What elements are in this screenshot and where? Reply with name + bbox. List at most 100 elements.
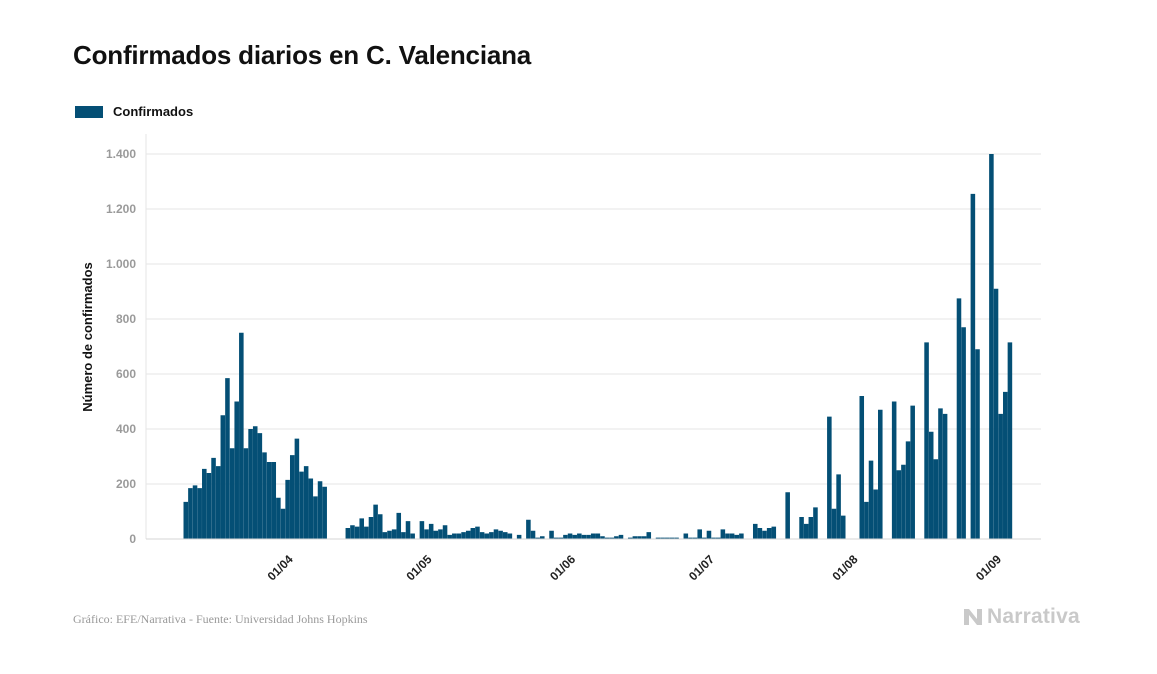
bar [674,537,679,540]
bar [243,448,249,539]
y-tick-label: 0 [129,532,136,546]
x-tick-label: 01/06 [547,552,578,583]
bar [762,530,767,539]
y-tick-label: 1.000 [106,257,136,271]
bar [660,537,665,540]
bar [956,298,962,540]
x-tick-label: 01/08 [829,552,860,583]
brand-name: Narrativa [987,605,1080,628]
bar [285,479,290,540]
bar [771,526,777,540]
bar [567,533,573,539]
bar [604,537,610,540]
bar [590,533,596,539]
bar [942,413,948,540]
bar [229,448,235,539]
bar [729,533,735,539]
bar [299,471,304,540]
bar [665,537,670,540]
bar [970,193,976,540]
bar [391,529,397,540]
bar [553,537,559,540]
bar [840,515,846,540]
legend-label: Confirmados [113,104,194,119]
bar [609,537,615,540]
bar [706,530,712,539]
bar [910,405,915,540]
bar [225,378,230,540]
bar [933,459,939,539]
bar [859,396,865,539]
bar [803,523,809,540]
bar [442,525,448,539]
bar [507,533,513,539]
bar [836,474,841,540]
bar [220,415,226,539]
bar [475,526,480,540]
bar [766,528,772,539]
bar [317,481,323,539]
bar [401,532,406,540]
bar [410,533,415,539]
bar [873,489,878,539]
legend-swatch [75,105,103,118]
bar [396,512,402,540]
bar [276,497,281,539]
bar [428,523,434,540]
bar [831,508,837,539]
bar [354,526,360,540]
bar [419,521,425,540]
bar [498,530,503,539]
bar [618,534,624,540]
bar [688,537,693,540]
y-axis-title: Número de confirmados [80,262,95,412]
bar [655,537,661,540]
bar [183,501,189,540]
bar [303,466,309,540]
x-tick-label: 01/04 [265,552,296,583]
bar [563,534,568,540]
bar [646,532,652,540]
bar [377,514,383,539]
bar [271,462,277,539]
bar [350,525,355,539]
bar [711,537,716,540]
bar [896,470,902,539]
bar [600,536,605,539]
bar [262,452,267,540]
bar [998,413,1003,540]
bar [697,529,702,540]
bar [192,485,198,540]
bar [720,529,726,540]
bar [577,533,582,539]
y-tick-label: 600 [116,367,136,381]
bar [702,537,707,540]
bar [452,533,457,539]
brand: Narrativa [963,605,1080,629]
bar [928,431,934,539]
x-tick-label: 01/05 [404,552,435,583]
chart-title: Confirmados diarios en C. Valenciana [73,40,532,70]
bar [535,537,540,540]
bar [813,507,818,540]
bar [905,441,911,540]
bar [470,528,476,539]
y-tick-label: 200 [116,477,136,491]
bar [637,536,642,539]
bar [632,536,638,539]
bar [627,537,633,540]
bar [581,534,587,540]
bar [239,332,244,539]
bar [868,460,874,540]
bar [202,468,207,540]
bar [526,519,531,539]
legend: Confirmados [75,104,193,119]
bar [345,528,351,539]
bar [901,464,906,539]
bar-chart: 0 200 400 600 800 1.000 1.200 1.400 01/04 01/05 01… [80,134,1041,583]
bar [725,533,730,539]
y-tick-label: 800 [116,312,136,326]
bar [938,408,943,540]
bar [558,537,564,540]
bar [799,517,804,539]
